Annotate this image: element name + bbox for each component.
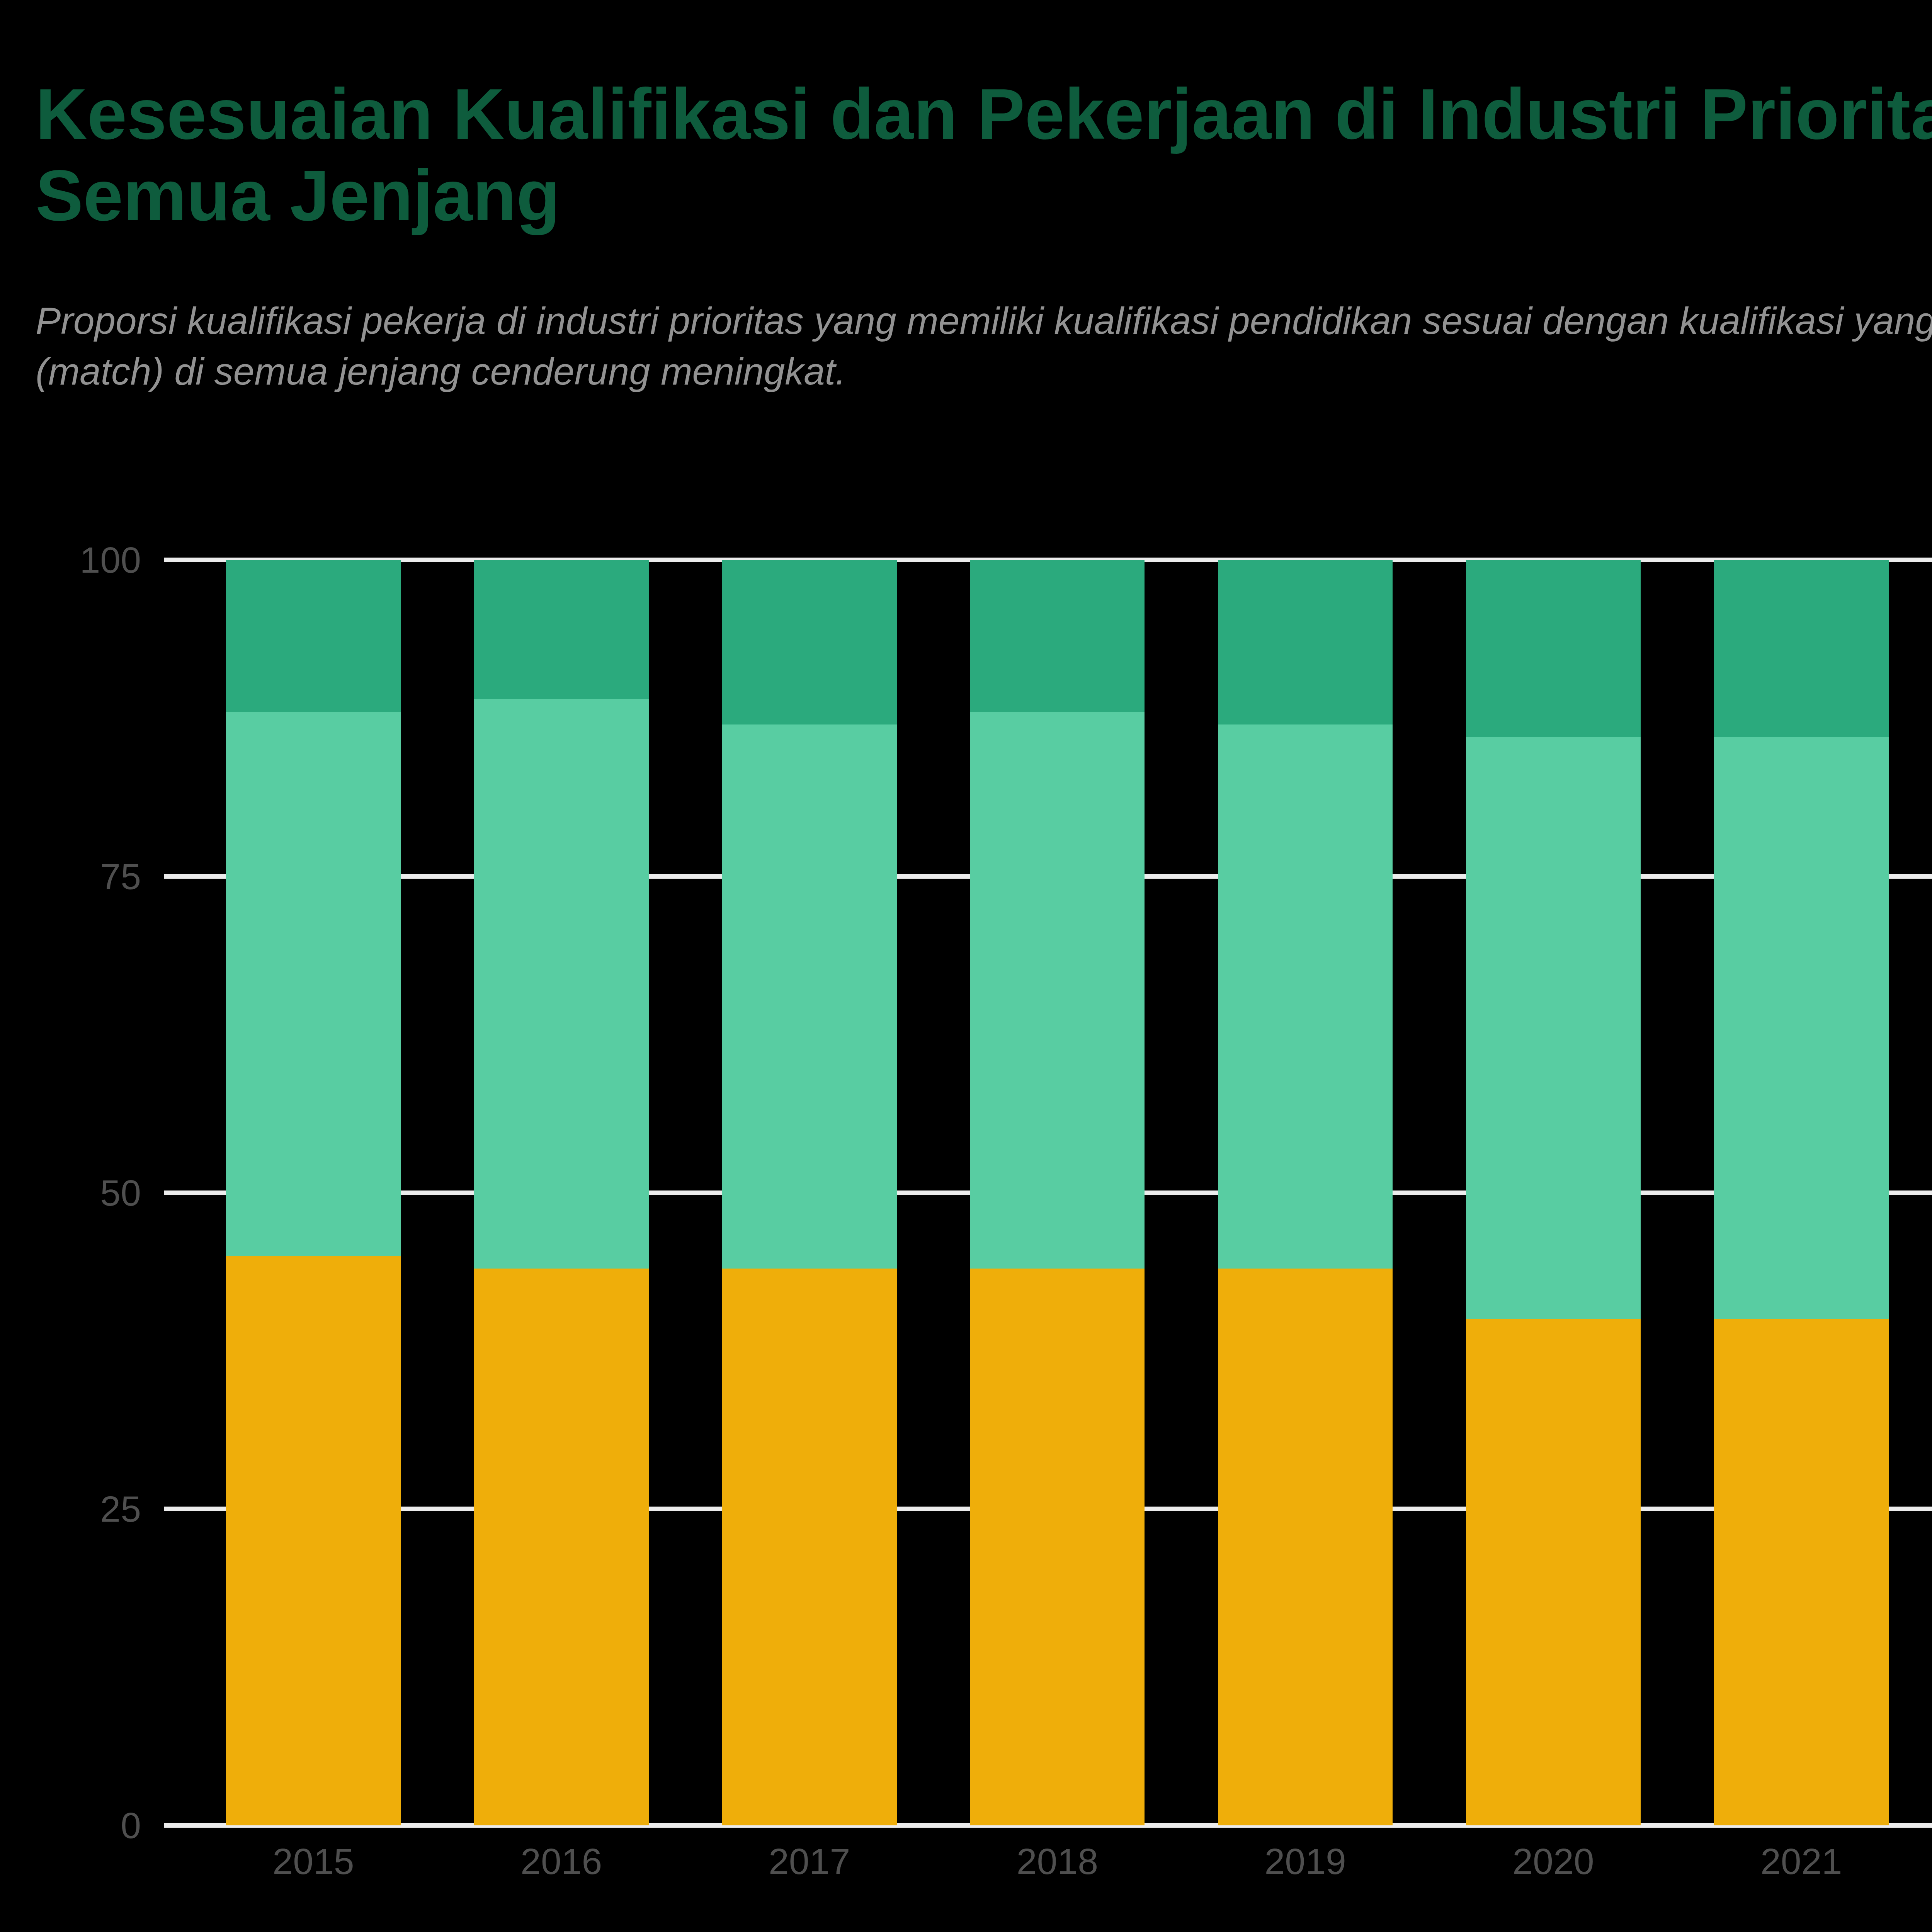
- stacked-bar-chart: 0255075100201520162017201820192020202120…: [0, 0, 1932, 1932]
- x-axis-year-label-2019: 2019: [1236, 1843, 1375, 1880]
- x-axis-year-label-2018: 2018: [988, 1843, 1127, 1880]
- bar-segment-over-educated-2018: [970, 560, 1145, 712]
- bar-segment-over-educated-2021: [1714, 560, 1889, 737]
- y-axis-tick-label-100: 100: [14, 542, 141, 578]
- bar-segment-matched-2021: [1714, 737, 1889, 1320]
- infographic-root: Kesesuaian Kualifikasi dan Pekerjaan di …: [0, 0, 1932, 1932]
- y-axis-tick-label-25: 25: [14, 1491, 141, 1527]
- bar-segment-matched-2016: [474, 699, 649, 1269]
- bar-segment-under-educated-2020: [1466, 1319, 1641, 1825]
- x-axis-year-label-2017: 2017: [740, 1843, 879, 1880]
- bar-segment-under-educated-2018: [970, 1269, 1145, 1825]
- x-axis-year-label-2016: 2016: [492, 1843, 631, 1880]
- bar-segment-matched-2020: [1466, 737, 1641, 1320]
- bar-segment-over-educated-2015: [226, 560, 401, 712]
- bar-segment-under-educated-2021: [1714, 1319, 1889, 1825]
- bar-segment-under-educated-2015: [226, 1256, 401, 1825]
- bar-segment-matched-2019: [1218, 724, 1393, 1269]
- bar-segment-over-educated-2020: [1466, 560, 1641, 737]
- bar-segment-under-educated-2019: [1218, 1269, 1393, 1825]
- bar-segment-under-educated-2016: [474, 1269, 649, 1825]
- bar-segment-matched-2015: [226, 712, 401, 1256]
- bar-segment-matched-2018: [970, 712, 1145, 1269]
- bar-segment-over-educated-2016: [474, 560, 649, 699]
- x-axis-year-label-2015: 2015: [244, 1843, 383, 1880]
- y-axis-tick-label-50: 50: [14, 1175, 141, 1211]
- y-axis-tick-label-0: 0: [14, 1807, 141, 1844]
- bar-segment-matched-2017: [722, 724, 897, 1269]
- bar-segment-under-educated-2017: [722, 1269, 897, 1825]
- x-axis-year-label-2020: 2020: [1484, 1843, 1623, 1880]
- bar-segment-over-educated-2019: [1218, 560, 1393, 724]
- y-axis-tick-label-75: 75: [14, 858, 141, 895]
- x-axis-year-label-2021: 2021: [1732, 1843, 1871, 1880]
- bar-segment-over-educated-2017: [722, 560, 897, 724]
